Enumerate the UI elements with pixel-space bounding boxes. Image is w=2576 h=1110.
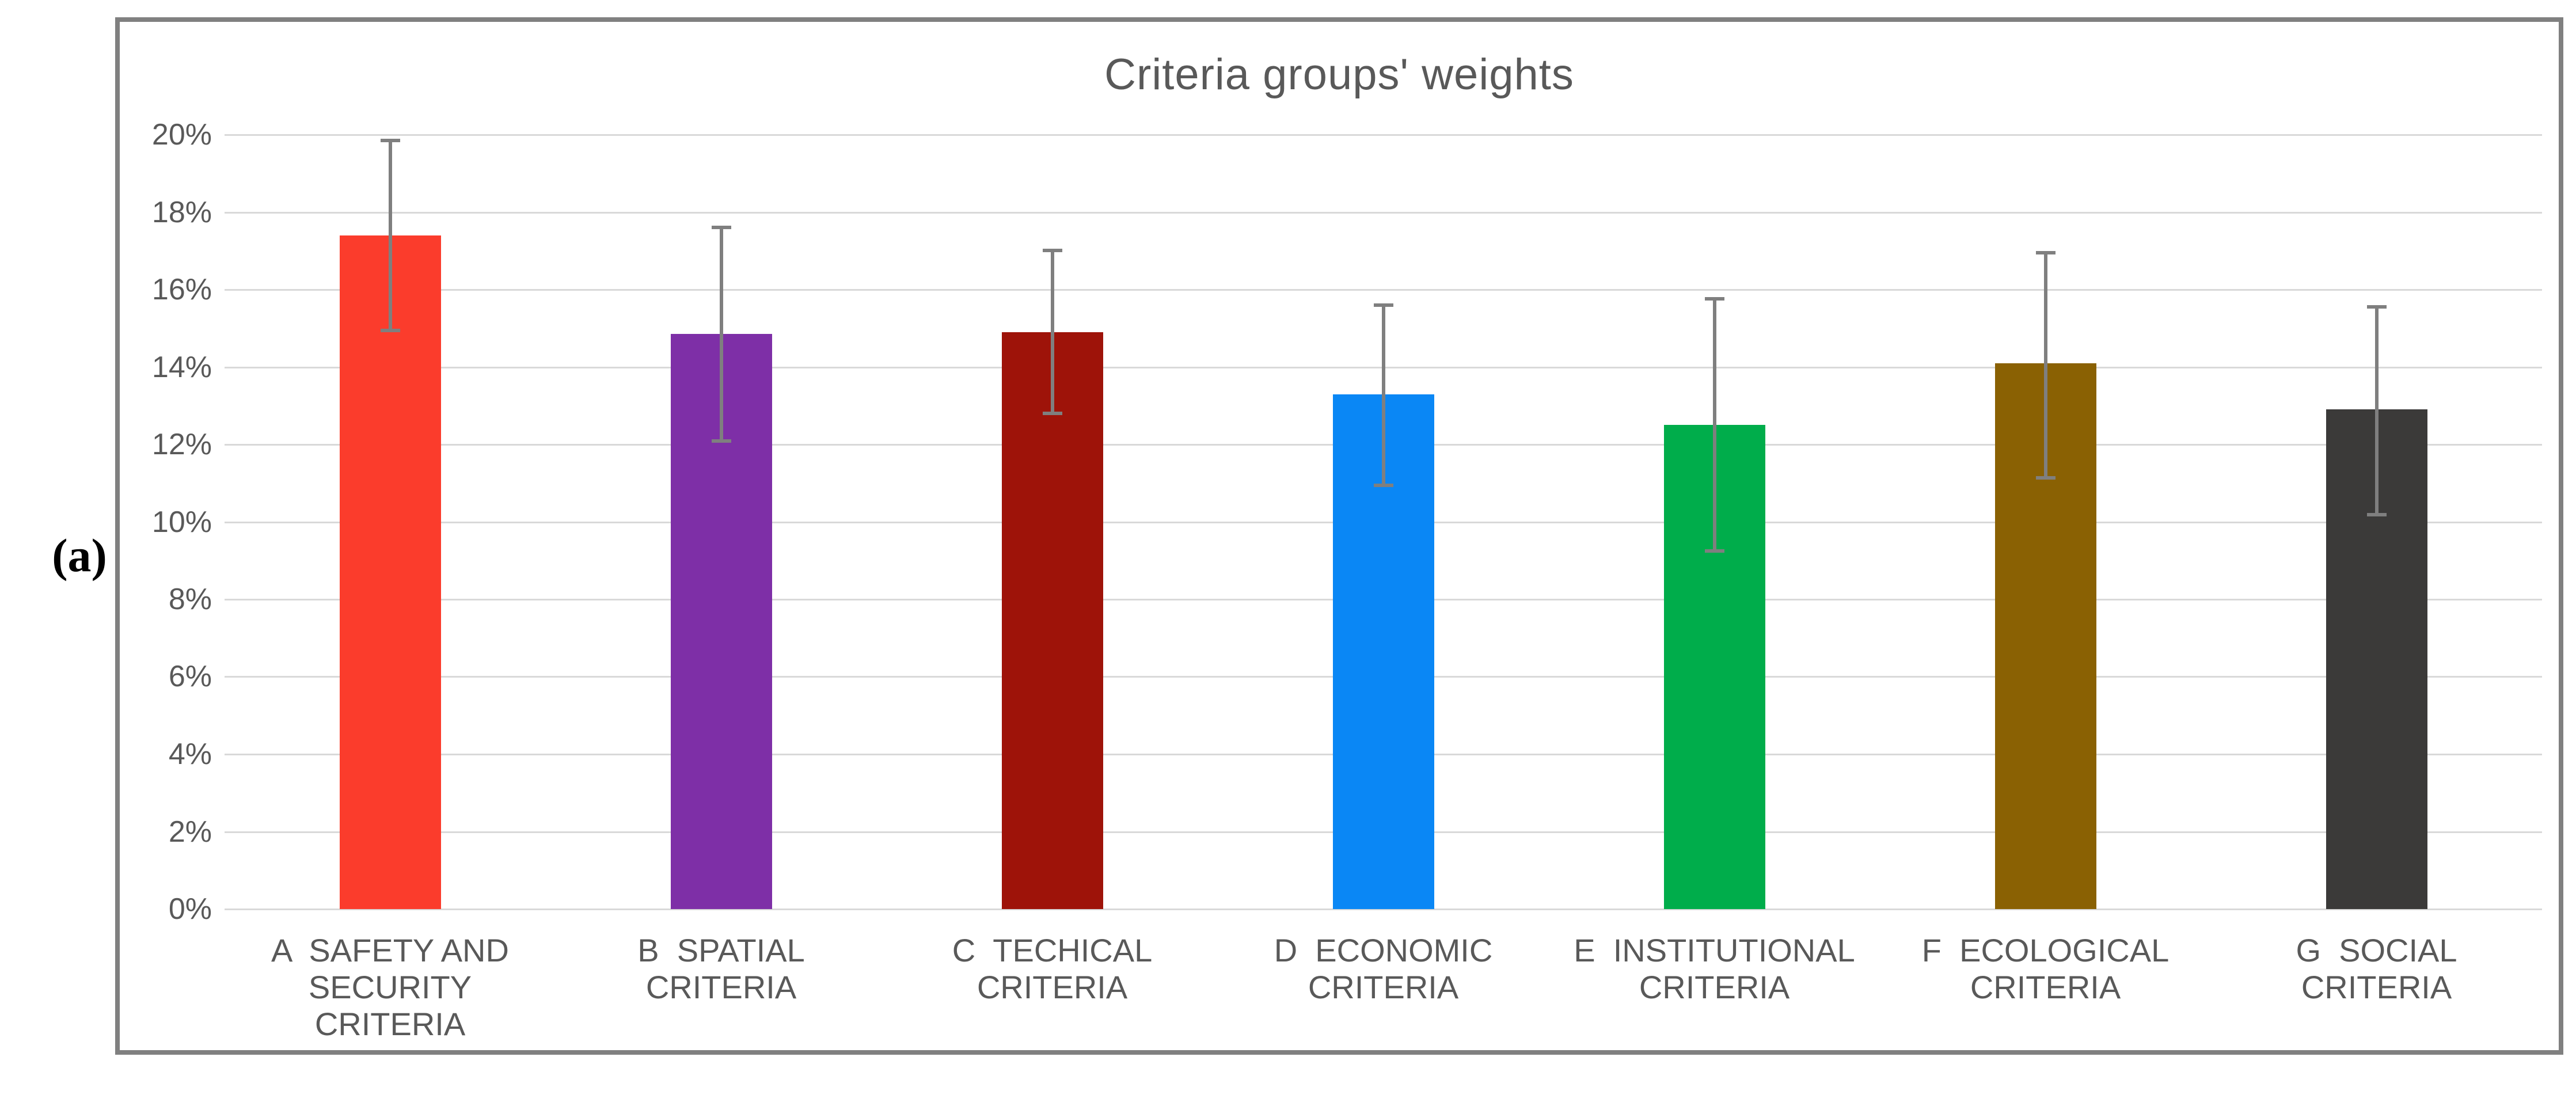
error-bar-cap-bottom [1704, 549, 1724, 553]
gridline-18% [225, 212, 2542, 214]
error-bar-cap-top [2366, 305, 2387, 309]
error-bar-E [1704, 297, 1724, 553]
error-bar-F [2035, 251, 2056, 480]
y-tick-label: 0% [168, 892, 212, 926]
y-tick-label: 8% [168, 583, 212, 616]
bar-A [339, 235, 441, 909]
y-tick-label: 10% [151, 505, 212, 539]
x-category-label-D: D ECONOMIC CRITERIA [1218, 932, 1549, 1043]
x-category-label-E: E INSTITUTIONAL CRITERIA [1549, 932, 1880, 1043]
y-tick-label: 6% [168, 660, 212, 693]
error-bar-line [719, 226, 723, 443]
error-bar-line [2043, 251, 2047, 480]
bar-slot-F [1880, 135, 2211, 909]
gridline-20% [225, 134, 2542, 136]
x-category-label-line: CRITERIA [1308, 969, 1459, 1005]
error-bar-cap-top [1373, 303, 1393, 307]
subfigure-label: (a) [52, 529, 107, 581]
error-bar-cap-bottom [2366, 513, 2387, 516]
error-bar-C [1042, 249, 1062, 415]
x-category-label-line: CRITERIA [645, 969, 797, 1005]
bar-slot-E [1549, 135, 1880, 909]
x-category-label-line: B SPATIAL [637, 932, 805, 968]
x-category-label-line: CRITERIA [1970, 969, 2121, 1005]
y-tick-label: 20% [151, 118, 212, 151]
x-category-label-line: C TECHICAL [952, 932, 1153, 968]
error-bar-line [1050, 249, 1054, 415]
x-category-label-line: D ECONOMIC [1274, 932, 1493, 968]
bar-slot-G [2211, 135, 2542, 909]
x-category-label-line: CRITERIA [2301, 969, 2452, 1005]
error-bar-line [2374, 305, 2379, 516]
error-bar-A [380, 139, 400, 332]
error-bar-B [711, 226, 731, 443]
x-category-label-line: CRITERIA [1639, 969, 1790, 1005]
error-bar-cap-bottom [380, 329, 400, 332]
error-bar-cap-top [1042, 249, 1062, 252]
error-bar-G [2366, 305, 2387, 516]
plot-area [225, 134, 2542, 910]
bar-C [1001, 332, 1103, 909]
y-tick-label: 18% [151, 196, 212, 229]
x-category-label-line: G SOCIAL [2296, 932, 2457, 968]
x-category-label-line: SECURITY [308, 969, 472, 1005]
chart-figure: Criteria groups' weights 20% 18% 16% 14% 12%… [115, 17, 2563, 1055]
x-category-label-B: B SPATIAL CRITERIA [556, 932, 887, 1043]
error-bar-cap-bottom [1373, 484, 1393, 487]
bar-slot-B [556, 135, 887, 909]
error-bar-D [1373, 303, 1393, 487]
x-category-label-line: A SAFETY AND [271, 932, 509, 968]
error-bar-cap-bottom [1042, 412, 1062, 415]
error-bar-line [1712, 297, 1716, 553]
error-bar-cap-bottom [2035, 476, 2056, 480]
y-tick-label: 4% [168, 738, 212, 771]
bar-slot-C [887, 135, 1218, 909]
error-bar-cap-top [1704, 297, 1724, 301]
error-bar-line [388, 139, 392, 332]
y-tick-label: 14% [151, 351, 212, 384]
error-bar-line [1381, 303, 1385, 487]
x-category-label-A: A SAFETY AND SECURITY CRITERIA [225, 932, 556, 1043]
x-axis-category-labels: A SAFETY AND SECURITY CRITERIA B SPATIAL CRI… [225, 932, 2542, 1043]
x-category-label-line: CRITERIA [977, 969, 1128, 1005]
x-category-label-line: F ECOLOGICAL [1921, 932, 2170, 968]
y-axis-tick-labels: 20% 18% 16% 14% 12% 10% 8% 6% 4% 2% 0% [137, 118, 212, 926]
error-bar-cap-top [380, 139, 400, 142]
error-bar-cap-top [711, 226, 731, 229]
bar-slot-D [1218, 135, 1549, 909]
gridline-16% [225, 289, 2542, 291]
x-category-label-F: F ECOLOGICAL CRITERIA [1880, 932, 2211, 1043]
bar-slot-A [225, 135, 556, 909]
x-category-label-C: C TECHICAL CRITERIA [887, 932, 1218, 1043]
bar-slots [225, 135, 2542, 909]
x-category-label-G: G SOCIAL CRITERIA [2211, 932, 2542, 1043]
y-tick-label: 16% [151, 273, 212, 306]
chart-title: Criteria groups' weights [1104, 50, 1574, 99]
y-tick-label: 2% [168, 815, 212, 849]
error-bar-cap-bottom [711, 439, 731, 443]
error-bar-cap-top [2035, 251, 2056, 254]
x-category-label-line: E INSTITUTIONAL [1574, 932, 1855, 968]
x-category-label-line: CRITERIA [314, 1006, 466, 1042]
y-tick-label: 12% [151, 428, 212, 461]
gridline-0% [225, 908, 2542, 910]
